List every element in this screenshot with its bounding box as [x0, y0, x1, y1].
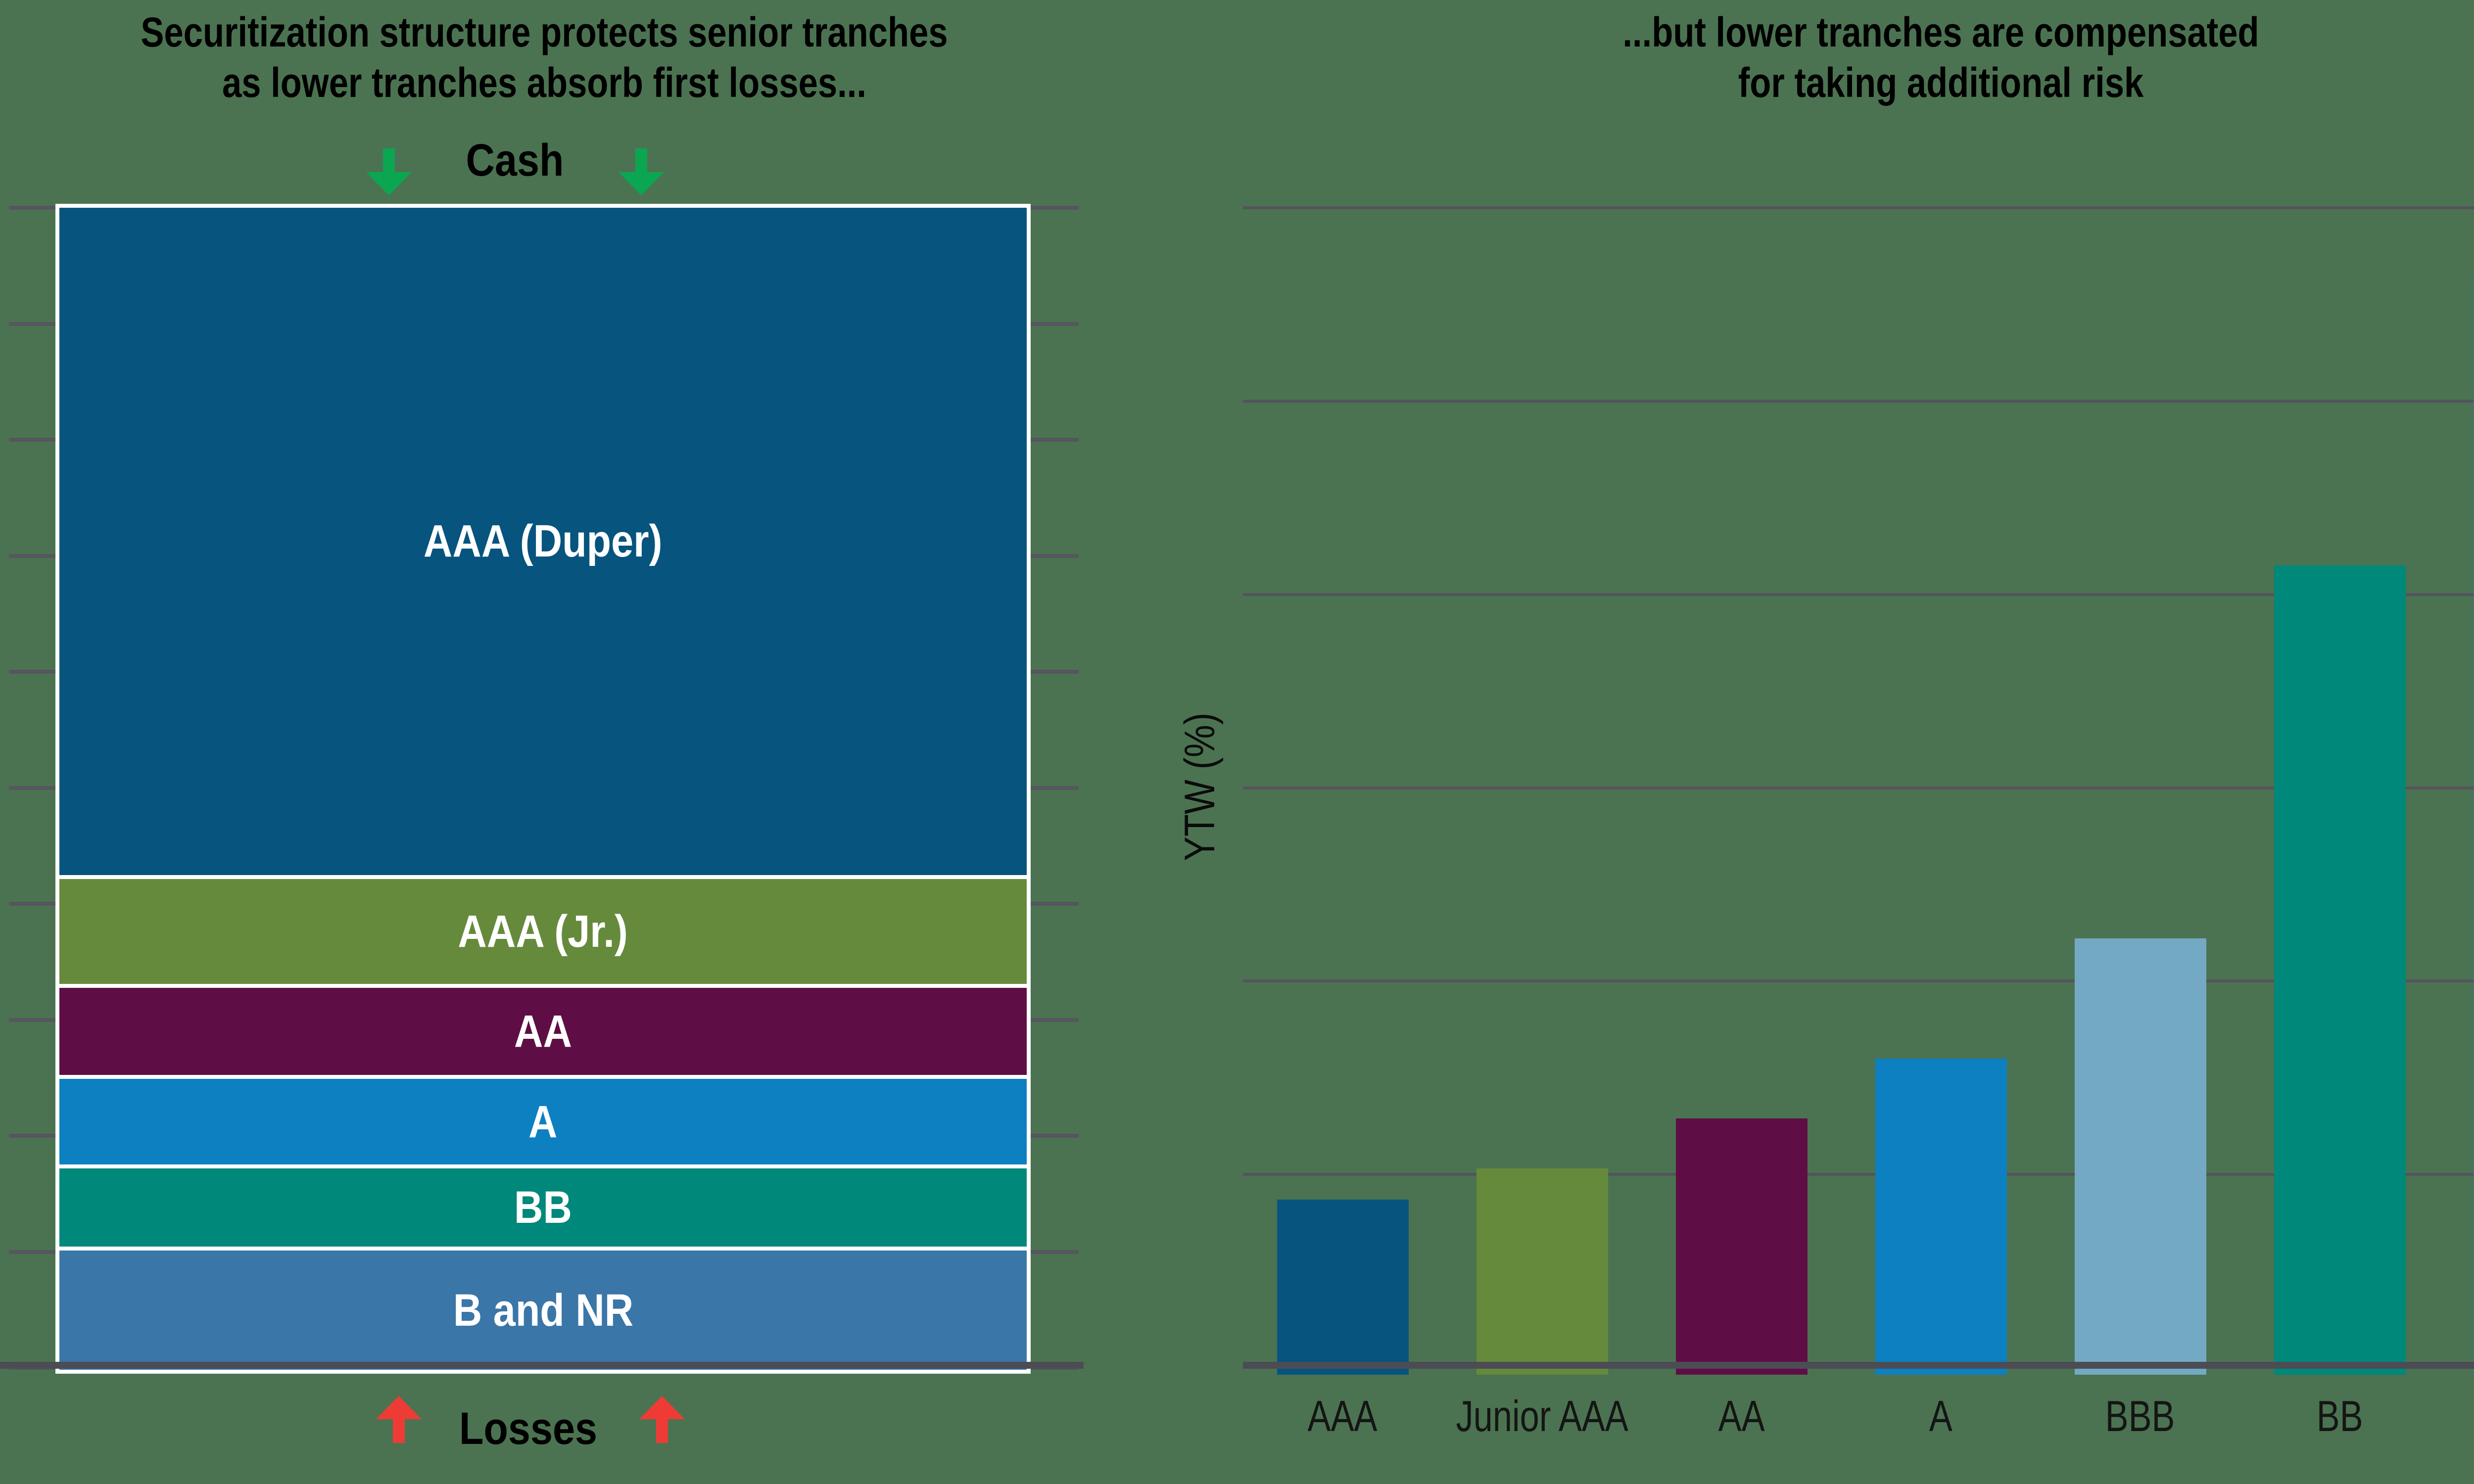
tranche-stack: AAA (Duper) AAA (Jr.) AA A BB B and NR	[55, 204, 1031, 1374]
cash-down-arrow-icon	[366, 148, 412, 195]
left-axis-tick	[9, 206, 55, 210]
tranche-band-label: AAA (Duper)	[424, 516, 663, 567]
losses-up-arrow-icon	[376, 1396, 422, 1443]
bar-chart-baseline	[1243, 1362, 2474, 1369]
left-chart-title: Securitization structure protects senior…	[0, 7, 1089, 108]
tranche-band-label: BB	[514, 1182, 572, 1233]
gridline	[1243, 593, 2474, 596]
bar-bbb	[2074, 938, 2206, 1375]
right-axis-tick	[1031, 1134, 1079, 1138]
gridline	[1243, 979, 2474, 983]
tranche-band-label: AAA (Jr.)	[458, 906, 628, 957]
tranche-band-aaa-jr: AAA (Jr.)	[59, 879, 1027, 984]
left-axis-tick	[9, 1134, 55, 1138]
x-axis-label-a: A	[1929, 1391, 1952, 1440]
cash-label: Cash	[466, 135, 564, 186]
losses-label: Losses	[459, 1403, 598, 1454]
right-axis-tick	[1031, 438, 1079, 442]
losses-up-arrow-icon	[639, 1396, 685, 1443]
right-axis-tick	[1031, 902, 1079, 906]
x-axis-label-b: B	[2386, 1391, 2474, 1441]
x-axis-label-junior-aaa: Junior AAA	[1456, 1391, 1628, 1440]
tranche-band-a: A	[59, 1079, 1027, 1164]
left-axis-tick	[9, 438, 55, 442]
right-chart-title-line2: for taking additional risk	[1738, 59, 2144, 106]
left-axis-tick	[9, 902, 55, 906]
left-axis-tick	[9, 322, 55, 326]
x-axis-label-aa: AA	[1718, 1391, 1765, 1440]
gridline	[1243, 399, 2474, 403]
bar-a	[1875, 1058, 2007, 1375]
tranche-band-label: A	[528, 1096, 558, 1147]
x-axis-label-aaa: AAA	[1308, 1391, 1378, 1440]
right-chart-title: ...but lower tranches are compensated fo…	[1243, 7, 2474, 108]
tranche-band-aa: AA	[59, 987, 1027, 1075]
gridline	[1243, 1173, 2474, 1176]
tranche-band-b-and-nr: B and NR	[59, 1251, 1027, 1370]
bar-aaa	[1277, 1199, 1409, 1375]
left-axis-tick	[9, 670, 55, 674]
gridline	[1243, 786, 2474, 789]
bar-aa	[1675, 1118, 1808, 1375]
right-axis-tick	[1031, 786, 1079, 790]
tranche-band-label: AA	[514, 1006, 572, 1057]
bar-junior-aaa	[1476, 1168, 1608, 1375]
left-axis-tick	[9, 554, 55, 558]
bar-bb	[2274, 565, 2406, 1375]
right-chart-title-line1: ...but lower tranches are compensated	[1622, 9, 2259, 55]
gridline	[1243, 206, 2474, 209]
right-axis-tick	[1031, 670, 1079, 674]
right-axis-tick	[1031, 554, 1079, 558]
right-axis-tick	[1031, 206, 1079, 210]
left-axis-tick	[9, 1018, 55, 1022]
tranche-band-bb: BB	[59, 1168, 1027, 1247]
left-chart-title-line2: as lower tranches absorb first losses...	[222, 59, 866, 106]
tranche-band-label: B and NR	[453, 1285, 633, 1336]
x-axis-label-bb: BB	[2316, 1391, 2363, 1440]
x-axis-label-bbb: BBB	[2105, 1391, 2175, 1440]
right-axis-tick	[1031, 1250, 1079, 1254]
cash-down-arrow-icon	[618, 148, 664, 195]
left-axis-tick	[9, 786, 55, 790]
right-axis-tick	[1031, 1018, 1079, 1022]
left-axis-tick	[9, 1250, 55, 1254]
tranche-band-aaa-duper: AAA (Duper)	[59, 208, 1027, 875]
left-chart-title-line1: Securitization structure protects senior…	[141, 9, 948, 55]
right-axis-tick	[1031, 322, 1079, 326]
left-axis-baseline	[0, 1362, 1084, 1369]
